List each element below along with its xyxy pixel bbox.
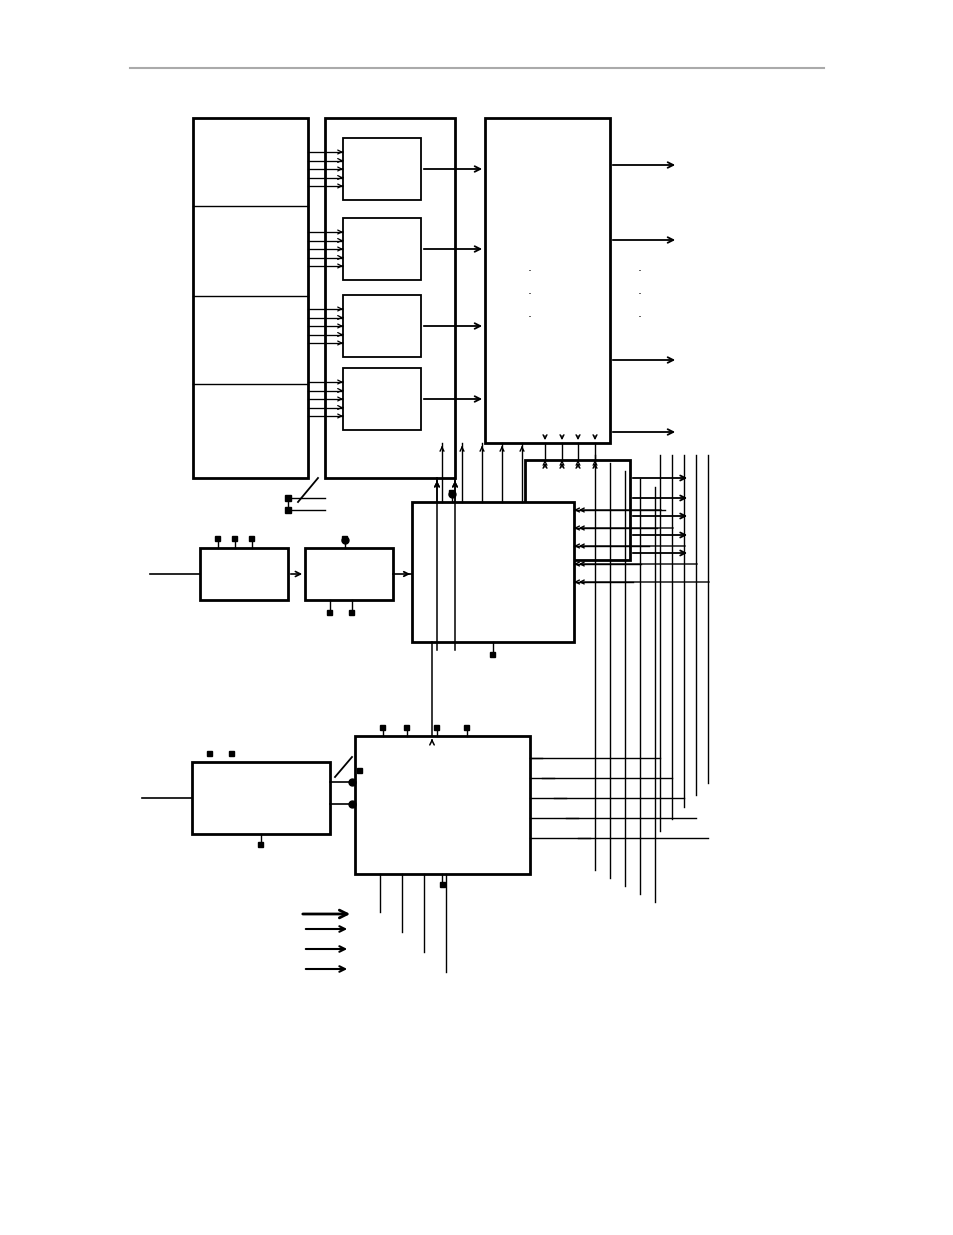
Bar: [404, 725, 409, 730]
Bar: [230, 751, 234, 756]
Bar: [355, 736, 530, 874]
Bar: [349, 610, 355, 615]
Bar: [258, 841, 263, 846]
Text: .
.
.: . . .: [638, 261, 641, 320]
Bar: [305, 548, 393, 600]
Bar: [285, 495, 291, 501]
Bar: [327, 610, 333, 615]
Bar: [439, 882, 444, 887]
Bar: [357, 767, 362, 773]
Bar: [380, 725, 385, 730]
Bar: [490, 652, 495, 657]
Bar: [449, 489, 454, 494]
Bar: [484, 119, 609, 443]
Text: .
.
.: . . .: [527, 261, 532, 320]
Bar: [192, 762, 330, 834]
Bar: [208, 751, 213, 756]
Bar: [215, 536, 220, 541]
Bar: [464, 725, 469, 730]
Bar: [193, 119, 308, 478]
Bar: [343, 138, 420, 200]
Bar: [343, 219, 420, 280]
Bar: [250, 536, 254, 541]
Bar: [200, 548, 288, 600]
Bar: [285, 508, 291, 513]
Bar: [342, 536, 347, 541]
Bar: [233, 536, 237, 541]
Bar: [343, 295, 420, 357]
Bar: [325, 119, 455, 478]
Bar: [524, 459, 629, 559]
Bar: [412, 501, 574, 642]
Bar: [434, 725, 439, 730]
Bar: [343, 368, 420, 430]
